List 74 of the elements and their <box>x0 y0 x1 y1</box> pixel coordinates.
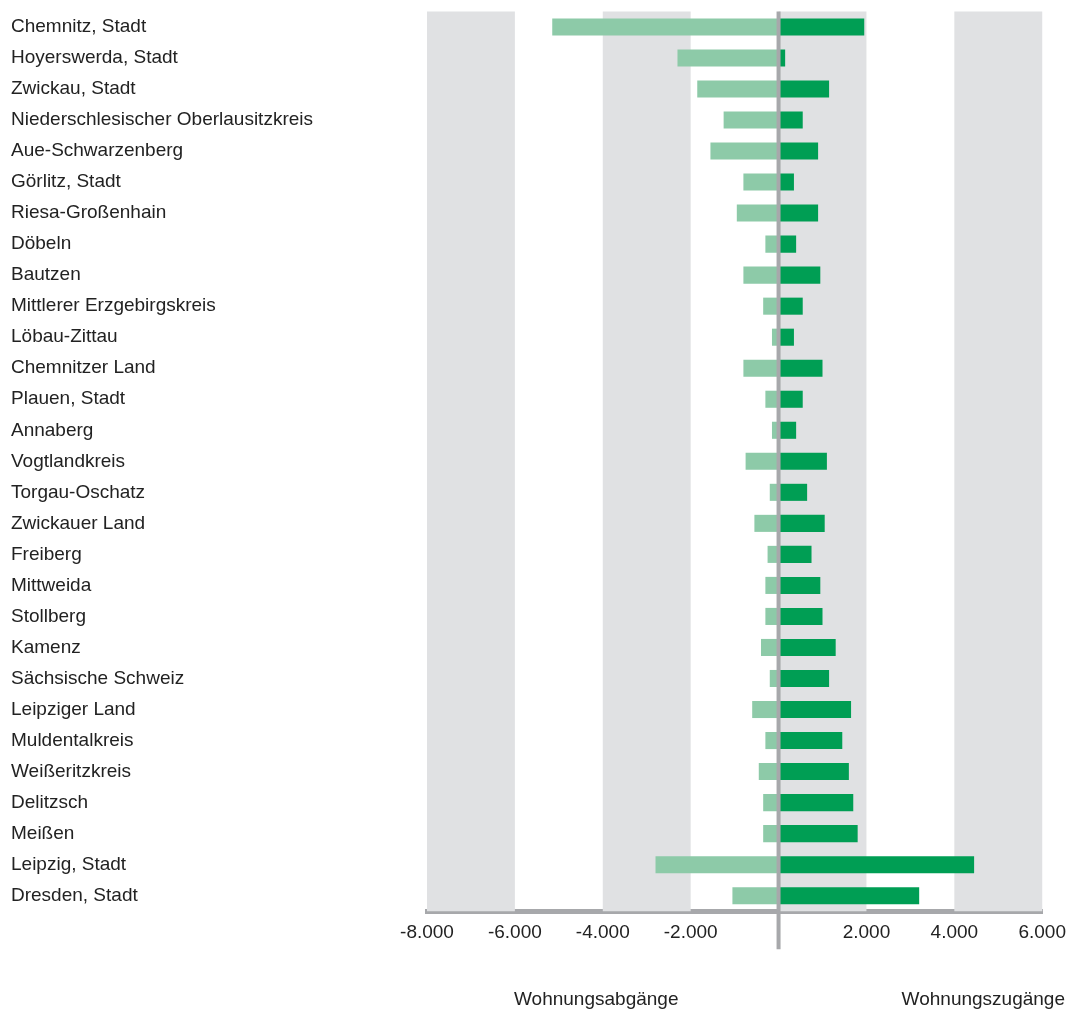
bar <box>778 545 812 563</box>
y-tick-label: Leipzig, Stadt <box>11 852 127 874</box>
bar <box>778 483 808 501</box>
y-tick-label: Freiberg <box>11 542 82 564</box>
bar <box>778 204 819 222</box>
bar <box>754 514 779 532</box>
y-tick-label: Delitzsch <box>11 790 89 812</box>
y-tick-label: Kamenz <box>11 635 81 657</box>
text: Wohnungsabgänge <box>514 988 679 1010</box>
bar <box>778 856 975 874</box>
x-tick-label: 4.000 <box>930 920 979 942</box>
y-tick-label: Bautzen <box>11 263 81 285</box>
bar <box>752 700 779 719</box>
y-tick-label: Vogtlandkreis <box>11 449 126 471</box>
bar <box>778 607 823 625</box>
y-tick-label: Weißeritzkreis <box>11 759 131 781</box>
y-tick-label: Muldentalkreis <box>11 728 134 750</box>
bar <box>743 173 779 191</box>
y-tick-label: Chemnitzer Land <box>11 356 156 378</box>
text: Wohnungszugänge <box>901 988 1065 1010</box>
y-tick-label: Torgau-Oschatz <box>11 480 146 502</box>
bar <box>778 732 843 750</box>
y-tick-label: Mittlerer Erzgebirgskreis <box>11 294 216 316</box>
y-tick-label: Aue-Schwarzenberg <box>11 139 184 161</box>
y-tick-label: Riesa-Großenhain <box>11 201 167 223</box>
bar <box>778 80 830 98</box>
bar <box>778 638 836 656</box>
bar <box>745 452 779 470</box>
bar <box>778 359 823 377</box>
bar <box>743 359 779 377</box>
bar <box>710 142 779 160</box>
y-tick-label: Görlitz, Stadt <box>11 170 122 192</box>
bar <box>697 80 779 98</box>
y-tick-label: Zwickauer Land <box>11 511 146 533</box>
bar <box>778 825 858 843</box>
y-tick-label: Dresden, Stadt <box>11 883 139 905</box>
y-tick-label: Sächsische Schweiz <box>11 666 185 688</box>
bar <box>758 763 779 781</box>
y-tick-label: Chemnitz, Stadt <box>11 15 147 37</box>
y-tick-label: Niederschlesischer Oberlausitzkreis <box>11 108 313 130</box>
bar <box>552 18 779 36</box>
y-tick-label: Meißen <box>11 821 75 843</box>
x-tick-label: -4.000 <box>575 920 630 942</box>
bar <box>778 576 821 594</box>
bar <box>778 794 854 812</box>
y-tick-label: Annaberg <box>11 418 94 440</box>
bar <box>778 514 825 532</box>
bar <box>677 49 779 67</box>
bar <box>778 700 852 719</box>
bar <box>778 452 827 470</box>
bar <box>655 856 779 874</box>
bar <box>778 266 821 284</box>
y-tick-label: Döbeln <box>11 232 72 254</box>
y-tick-label: Leipziger Land <box>11 697 136 719</box>
bar <box>723 111 779 129</box>
bar <box>778 763 849 781</box>
x-tick-label: -8.000 <box>400 920 454 942</box>
bar <box>778 142 819 160</box>
x-tick-label: -6.000 <box>487 920 542 942</box>
y-tick-label: Zwickau, Stadt <box>11 77 137 99</box>
bar <box>743 266 779 284</box>
y-tick-label: Plauen, Stadt <box>11 387 126 409</box>
bar <box>778 669 830 688</box>
x-tick-label: -2.000 <box>663 920 718 942</box>
y-tick-label: Stollberg <box>11 604 86 626</box>
y-tick-label: Mittweida <box>11 573 92 595</box>
x-tick-label: 6.000 <box>1018 920 1066 942</box>
bar <box>736 204 779 222</box>
y-tick-label: Löbau-Zittau <box>11 325 118 347</box>
x-tick-label: 2.000 <box>842 920 891 942</box>
y-tick-label: Hoyerswerda, Stadt <box>11 46 179 68</box>
bar <box>778 887 920 905</box>
bar <box>778 18 865 36</box>
bar <box>732 887 779 905</box>
